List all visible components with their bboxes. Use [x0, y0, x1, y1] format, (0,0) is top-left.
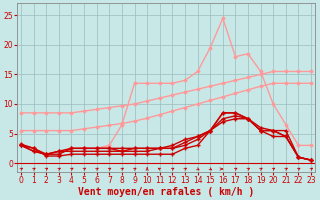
X-axis label: Vent moyen/en rafales ( km/h ): Vent moyen/en rafales ( km/h ): [78, 187, 254, 197]
